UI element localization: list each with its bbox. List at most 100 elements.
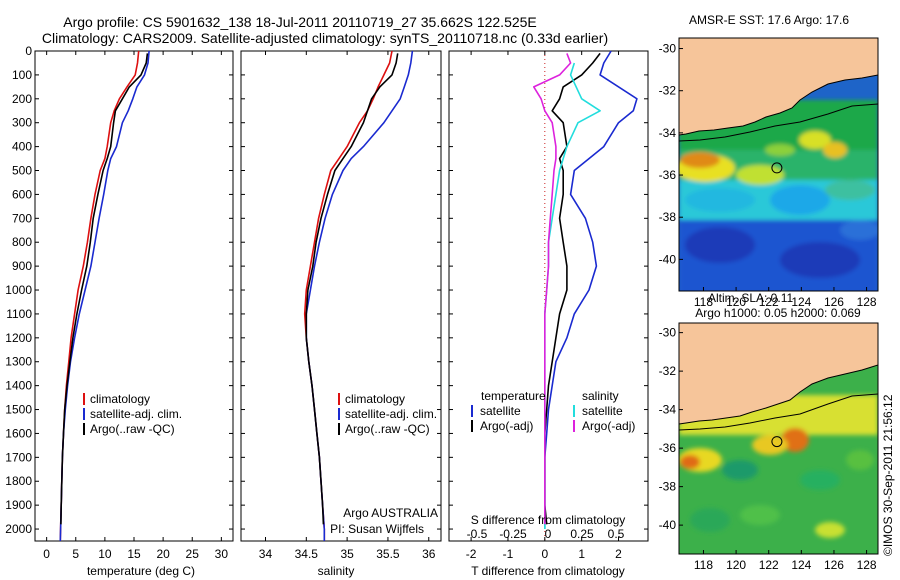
difference-panel: -2 -1 0 1 2 temperature satellite Argo(-adj)… [448, 50, 649, 578]
y-tick-label: 800 [12, 235, 32, 249]
y-tick-label: 700 [12, 211, 32, 225]
x-tick-label: 15 [127, 547, 141, 561]
sla-land [679, 323, 878, 424]
sst-contour [679, 103, 878, 142]
x-tick-label: 1 [578, 547, 585, 561]
y-tick-label: 1300 [5, 355, 32, 369]
figure-title-line1: Argo profile: CS 5901632_138 18-Jul-2011… [63, 14, 537, 30]
series-line-satellite-adj-clim- [59, 50, 150, 542]
y-tick-label: 600 [12, 187, 32, 201]
s-tick-label: 0.5 [608, 527, 625, 541]
legend-label-argo: Argo(..raw -QC) [90, 422, 175, 436]
y-tick-label: 100 [12, 68, 32, 82]
y-tick-label: 1400 [5, 379, 32, 393]
x-tick-label: -1 [503, 547, 514, 561]
map-y-tick-label: -36 [659, 168, 677, 182]
map-x-tick-label: 128 [857, 295, 877, 309]
map-x-tick-label: 118 [694, 558, 713, 572]
sla-map-title-line2: Argo h1000: 0.05 h2000: 0.069 [695, 306, 861, 320]
map-y-tick-label: -32 [659, 84, 677, 98]
x-tick-label: 36 [422, 547, 436, 561]
map-x-tick-label: 118 [694, 295, 713, 309]
map-x-tick-label: 120 [726, 558, 746, 572]
y-tick-label: 1500 [5, 403, 32, 417]
y-tick-label: 400 [12, 140, 32, 154]
y-tick-label: 1700 [5, 450, 32, 464]
x-tick-label: 0 [43, 547, 50, 561]
legend-label-s-argo: Argo(-adj) [582, 419, 635, 433]
x-tick-label: -2 [466, 547, 477, 561]
y-tick-label: 900 [12, 259, 32, 273]
y-tick-label: 1900 [5, 498, 32, 512]
y-tick-label: 1100 [6, 307, 32, 321]
series-line-argo-raw-qc- [60, 53, 149, 525]
series-line-salinity-argo-adj- [532, 53, 572, 525]
legend-label-climatology: climatology [90, 392, 150, 406]
map-x-tick-label: 122 [759, 295, 779, 309]
x-tick-label: 20 [156, 547, 170, 561]
s-tick-label: 0 [545, 527, 552, 541]
sla-map-title-line1: Altim. SLA: 0.11 [708, 291, 793, 305]
sst-map-panel: AMSR-E SST: 17.6 Argo: 17.6 [659, 13, 879, 309]
series-line-temperature-satellite [543, 50, 638, 529]
sla-argo-marker [771, 436, 783, 448]
map-x-tick-label: 124 [791, 558, 811, 572]
legend-label-t-argo: Argo(-adj) [480, 419, 533, 433]
salinity-annotation-line1: Argo AUSTRALIA [343, 506, 438, 520]
salinity-x-label: salinity [318, 564, 355, 578]
s-difference-axis-label: S difference from climatology [471, 513, 626, 527]
x-tick-label: 34 [259, 547, 273, 561]
y-tick-label: 1800 [5, 474, 32, 488]
legend-title-salinity: salinity [582, 389, 619, 403]
map-y-tick-label: -32 [659, 364, 677, 378]
legend-label-argo: Argo(..raw -QC) [345, 422, 430, 436]
temperature-legend: climatology satellite-adj. clim. Argo(..… [83, 392, 182, 436]
y-tick-label: 1000 [5, 283, 32, 297]
x-tick-label: 35 [340, 547, 354, 561]
salinity-annotation-line2: PI: Susan Wijffels [330, 522, 424, 536]
temperature-x-label: temperature (deg C) [87, 564, 195, 578]
map-y-tick-label: -38 [659, 210, 677, 224]
difference-axes-frame [448, 50, 649, 542]
y-tick-label: 1200 [5, 331, 32, 345]
t-difference-axis-label: T difference from climatology [471, 564, 625, 578]
map-x-tick-label: 128 [857, 558, 877, 572]
x-tick-label: 30 [215, 547, 229, 561]
salinity-legend: climatology satellite-adj. clim. Argo(..… [338, 392, 437, 436]
series-line-argo-raw-qc- [305, 53, 399, 525]
sla-coastline [679, 364, 878, 425]
figure-title-line2: Climatology: CARS2009. Satellite-adjuste… [42, 30, 608, 46]
map-y-tick-label: -34 [659, 403, 677, 417]
difference-legend: temperature satellite Argo(-adj) salinit… [471, 389, 635, 433]
s-tick-label: -0.25 [499, 527, 527, 541]
legend-title-temperature: temperature [481, 389, 546, 403]
temperature-panel: 0 100 200 300 400 500 600 700 800 900 1000 1100 1200… [5, 44, 234, 578]
legend-label-climatology: climatology [345, 392, 405, 406]
x-tick-label: 34.5 [295, 547, 319, 561]
map-x-tick-label: 120 [726, 295, 746, 309]
x-tick-label: 5 [72, 547, 79, 561]
legend-label-satellite: satellite-adj. clim. [345, 407, 437, 421]
map-y-tick-label: -38 [659, 480, 677, 494]
y-tick-label: 500 [12, 164, 32, 178]
series-line-climatology [303, 50, 393, 541]
temperature-axes-frame [34, 50, 234, 542]
y-tick-label: 300 [12, 116, 32, 130]
x-tick-label: 10 [98, 547, 112, 561]
map-y-tick-label: -40 [659, 252, 677, 266]
y-tick-label: 2000 [5, 522, 32, 536]
map-y-tick-label: -30 [659, 42, 677, 56]
sla-map-frame [678, 322, 879, 555]
legend-label-satellite: satellite-adj. clim. [90, 407, 182, 421]
series-line-climatology [59, 50, 140, 542]
y-tick-label: 200 [12, 92, 32, 106]
x-tick-label: 25 [186, 547, 200, 561]
map-x-tick-label: 122 [759, 558, 779, 572]
map-x-tick-label: 124 [791, 295, 811, 309]
map-y-tick-label: -34 [659, 126, 677, 140]
sst-map-frame [678, 37, 879, 292]
salinity-panel: 34 34.5 35 35.5 36 salinity climatology sate… [240, 50, 442, 578]
x-tick-label: 0 [541, 547, 548, 561]
map-y-tick-label: -36 [659, 441, 677, 455]
